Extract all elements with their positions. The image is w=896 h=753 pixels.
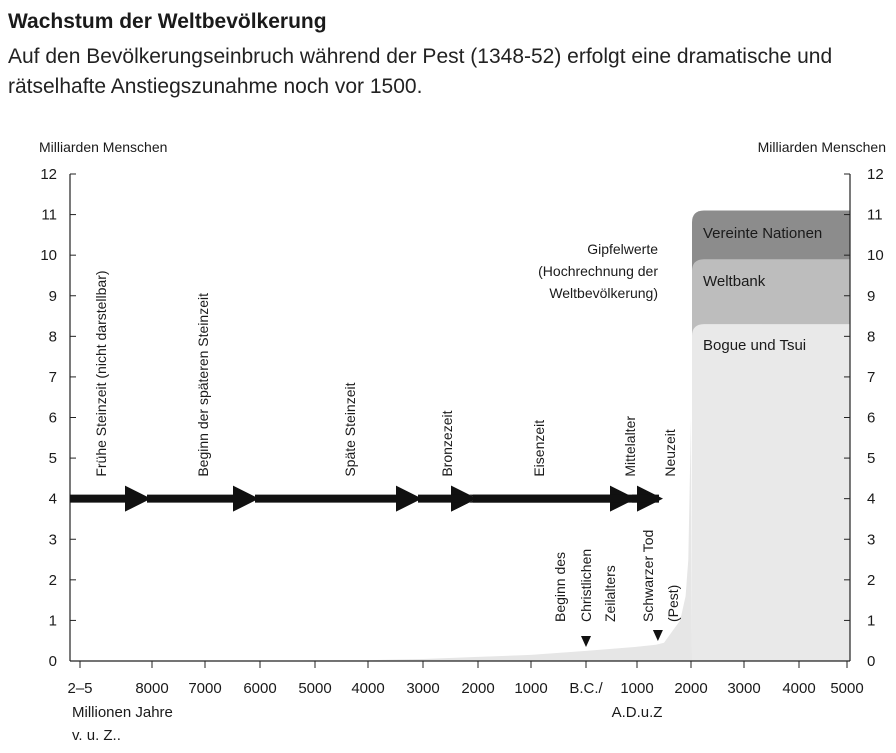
era-arrow-3	[255, 485, 422, 512]
y-tick-label-left: 8	[49, 328, 57, 345]
y-tick-label-right: 9	[867, 288, 875, 305]
y-tick-label-right: 4	[867, 491, 875, 508]
y-tick-label-left: 2	[49, 572, 57, 589]
y-axis-title-right: Milliarden Menschen	[758, 139, 886, 155]
x-tick-label: 4000	[351, 680, 384, 697]
y-tick-label-right: 6	[867, 410, 875, 427]
era-label-1: Frühe Steinzeit (nicht darstellbar)	[93, 270, 109, 476]
era-arrow-7	[451, 485, 659, 512]
y-tick-label-right: 5	[867, 450, 875, 467]
era-arrow-4	[418, 485, 477, 512]
y-tick-label-left: 9	[49, 288, 57, 305]
series-label-3: Bogue und Tsui	[703, 337, 806, 354]
x-tick-label: 3000	[406, 680, 439, 697]
y-tick-label-left: 11	[41, 207, 57, 224]
x-tick-label: B.C./	[569, 680, 603, 697]
peak-note: (Hochrechnung der	[538, 263, 658, 279]
y-tick-label-right: 3	[867, 531, 875, 548]
y-tick-label-right: 7	[867, 369, 875, 386]
y-tick-label-right: 8	[867, 328, 875, 345]
y-tick-label-left: 3	[49, 531, 57, 548]
peak-note: Gipfelwerte	[587, 241, 658, 257]
y-tick-label-right: 0	[867, 653, 875, 670]
y-tick-label-left: 5	[49, 450, 57, 467]
y-tick-label-left: 10	[40, 247, 57, 264]
x-tick-label: 5000	[830, 680, 863, 697]
y-axis-title-left: Milliarden Menschen	[39, 139, 167, 155]
y-tick-label-right: 2	[867, 572, 875, 589]
x-caption-right: A.D.u.Z	[612, 704, 663, 721]
era-arrow-1	[70, 485, 151, 512]
y-tick-label-right: 12	[867, 166, 884, 183]
x-tick-label: 2000	[674, 680, 707, 697]
page-title: Wachstum der Weltbevölkerung	[8, 10, 327, 33]
x-tick-label: 2–5	[67, 680, 92, 697]
annotation-text: (Pest)	[665, 585, 681, 622]
x-tick-label: 5000	[298, 680, 331, 697]
era-label-6: Mittelalter	[622, 416, 638, 477]
y-tick-label-right: 11	[867, 207, 883, 224]
x-caption-left: v. u. Z..	[72, 727, 121, 744]
era-label-2: Beginn der späteren Steinzeit	[195, 293, 211, 477]
annotation-text: Schwarzer Tod	[640, 530, 656, 622]
annotation-text: Zeilalters	[602, 565, 618, 622]
annotation-text: Beginn des	[552, 552, 568, 622]
y-tick-label-left: 1	[49, 612, 57, 629]
x-tick-label: 4000	[782, 680, 815, 697]
y-tick-label-left: 0	[49, 653, 57, 670]
x-tick-label: 2000	[461, 680, 494, 697]
annotation-marker	[581, 636, 591, 647]
era-label-5: Eisenzeit	[531, 420, 547, 477]
y-tick-label-left: 7	[49, 369, 57, 386]
series-label-2: Weltbank	[703, 273, 766, 290]
peak-note: Weltbevölkerung)	[549, 285, 658, 301]
history-area	[70, 417, 692, 661]
projection-area-3	[692, 324, 850, 661]
era-arrow-2	[147, 485, 259, 512]
y-tick-label-right: 10	[867, 247, 884, 264]
y-tick-label-left: 4	[49, 491, 57, 508]
era-label-4: Bronzezeit	[439, 410, 455, 476]
series-label-1: Vereinte Nationen	[703, 225, 822, 242]
era-label-3: Späte Steinzeit	[342, 382, 358, 476]
annotation-marker	[652, 630, 663, 641]
y-tick-label-right: 1	[867, 612, 875, 629]
x-tick-label: 8000	[135, 680, 168, 697]
x-tick-label: 1000	[620, 680, 653, 697]
y-tick-label-left: 6	[49, 410, 57, 427]
y-tick-label-left: 12	[40, 166, 57, 183]
x-tick-label: 7000	[188, 680, 221, 697]
page-subtitle: Auf den Bevölkerungseinbruch während der…	[8, 45, 833, 98]
x-tick-label: 6000	[243, 680, 276, 697]
x-caption-left: Millionen Jahre	[72, 704, 173, 721]
annotation-text: Christlichen	[578, 549, 594, 622]
era-label-7: Neuzeit	[662, 429, 678, 477]
x-tick-label: 3000	[727, 680, 760, 697]
x-tick-label: 1000	[514, 680, 547, 697]
